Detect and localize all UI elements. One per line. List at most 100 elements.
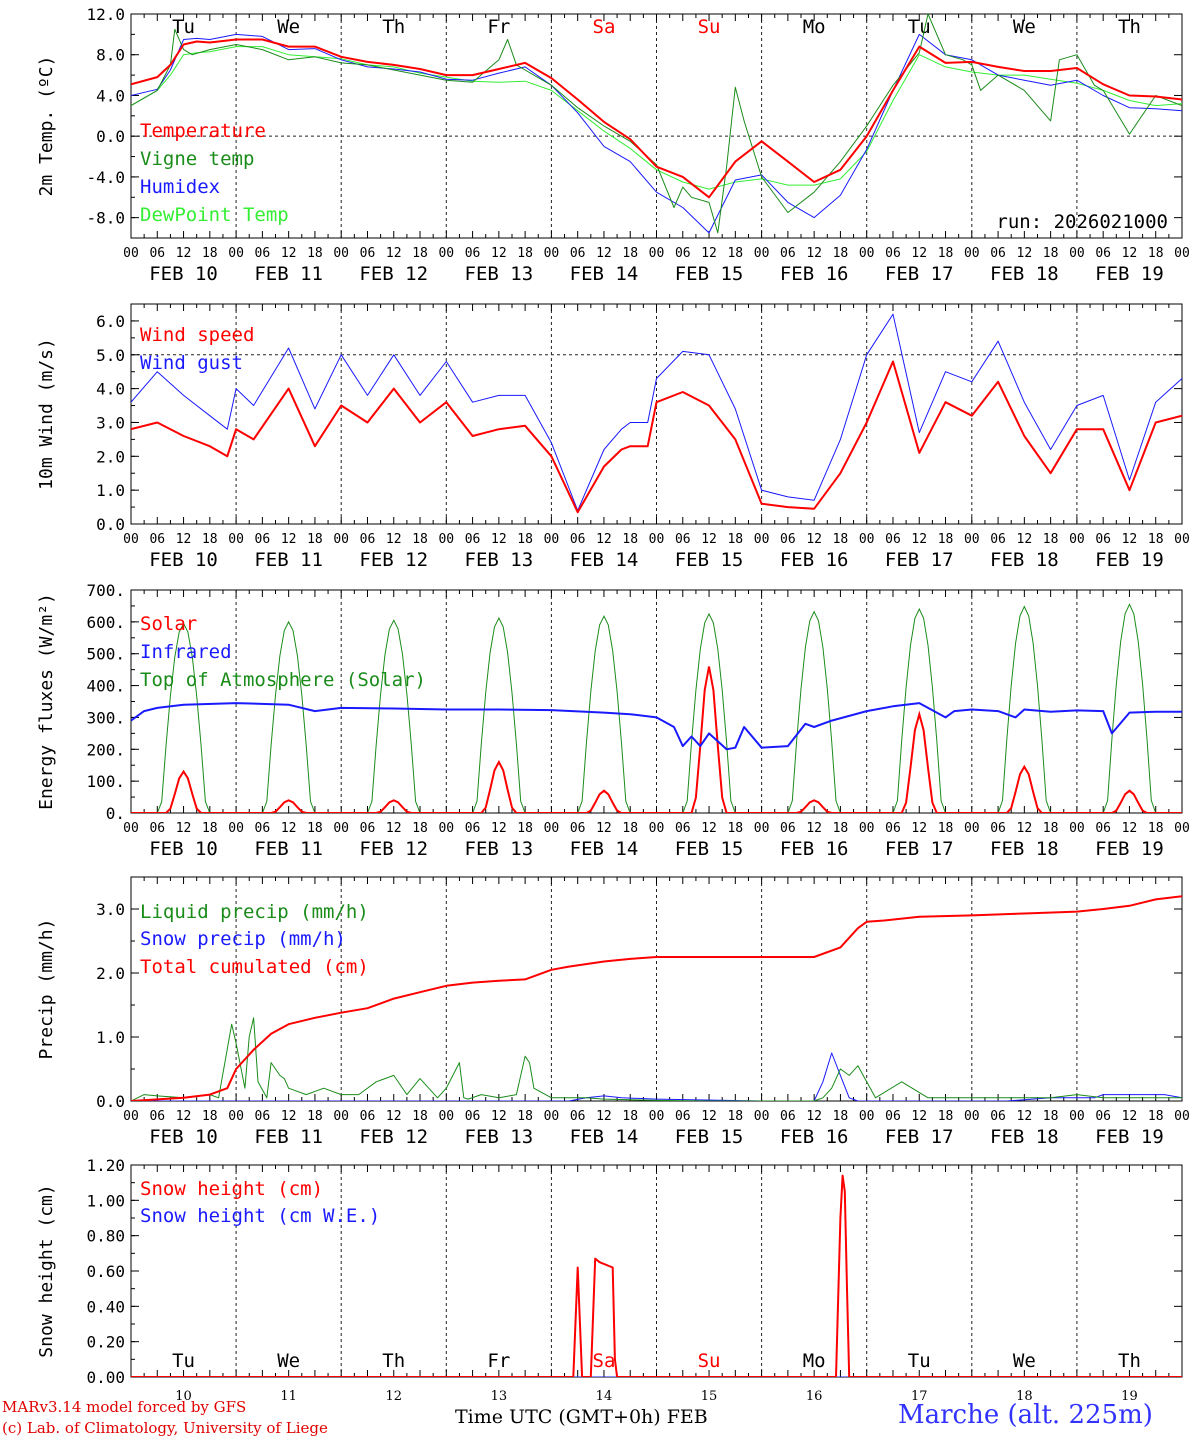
energy-day-label: FEB 19 (1095, 838, 1164, 860)
energy-hour-tick-label: 12 (1122, 821, 1138, 836)
energy-hour-tick-label: 06 (675, 821, 691, 836)
credit-model: MARv3.14 model forced by GFS (2, 1398, 247, 1416)
energy-day-label: FEB 10 (149, 838, 218, 860)
snow-day-number: 16 (806, 1389, 823, 1404)
wind-hour-tick-label: 00 (649, 532, 665, 547)
energy-hour-tick-label: 00 (1174, 821, 1190, 836)
precip-y-axis-title: Precip (mm/h) (36, 919, 57, 1060)
snow-day-number: 17 (911, 1389, 928, 1404)
temp-hour-tick-label: 12 (806, 246, 822, 261)
snow-series-snow-height-cm- (131, 1174, 1182, 1377)
precip-hour-tick-label: 00 (228, 1109, 244, 1124)
snow-legend-entry: Snow height (cm) (140, 1178, 323, 1200)
temp-weekday-label: Tu (908, 16, 931, 38)
wind-hour-tick-label: 00 (544, 532, 560, 547)
precip-hour-tick-label: 00 (1174, 1109, 1190, 1124)
wind-hour-tick-label: 18 (1043, 532, 1059, 547)
precip-hour-tick-label: 18 (412, 1109, 428, 1124)
energy-hour-tick-label: 06 (570, 821, 586, 836)
snow-y-tick-label: 0.60 (86, 1262, 125, 1281)
energy-y-tick-label: 500. (86, 645, 125, 664)
precip-hour-tick-label: 00 (964, 1109, 980, 1124)
precip-hour-tick-label: 18 (938, 1109, 954, 1124)
temp-hour-tick-label: 12 (1017, 246, 1033, 261)
wind-hour-tick-label: 18 (727, 532, 743, 547)
temp-weekday-label: Tu (172, 16, 195, 38)
temp-hour-tick-label: 06 (360, 246, 376, 261)
snow-day-number: 10 (175, 1389, 192, 1404)
precip-hour-tick-label: 12 (176, 1109, 192, 1124)
temp-hour-tick-label: 18 (202, 246, 218, 261)
wind-hour-tick-label: 12 (176, 532, 192, 547)
energy-day-label: FEB 14 (570, 838, 639, 860)
energy-series-infrared (131, 702, 1182, 751)
energy-hour-tick-label: 18 (307, 821, 323, 836)
temp-hour-tick-label: 18 (1148, 246, 1164, 261)
precip-hour-tick-label: 18 (727, 1109, 743, 1124)
wind-hour-tick-label: 06 (990, 532, 1006, 547)
temp-hour-tick-label: 06 (990, 246, 1006, 261)
snow-day-number: 19 (1121, 1389, 1138, 1404)
precip-hour-tick-label: 00 (123, 1109, 139, 1124)
temp-day-label: FEB 18 (990, 263, 1059, 285)
temp-y-tick-label: 0.0 (96, 127, 125, 146)
temp-weekday-label: We (1013, 16, 1036, 38)
credit-lab: (c) Lab. of Climatology, University of L… (2, 1419, 328, 1437)
snow-weekday-label: Mo (803, 1350, 826, 1372)
snow-y-tick-label: 0.00 (86, 1368, 125, 1387)
precip-hour-tick-label: 00 (649, 1109, 665, 1124)
energy-hour-tick-label: 00 (438, 821, 454, 836)
precip-day-label: FEB 17 (885, 1126, 954, 1148)
precip-hour-tick-label: 06 (675, 1109, 691, 1124)
temp-hour-tick-label: 06 (255, 246, 271, 261)
snow-y-tick-label: 1.20 (86, 1156, 125, 1175)
precip-hour-tick-label: 12 (491, 1109, 507, 1124)
energy-day-label: FEB 11 (254, 838, 323, 860)
temp-hour-tick-label: 12 (386, 246, 402, 261)
wind-hour-tick-label: 06 (465, 532, 481, 547)
energy-hour-tick-label: 18 (1043, 821, 1059, 836)
wind-day-label: FEB 19 (1095, 549, 1164, 571)
wind-day-label: FEB 17 (885, 549, 954, 571)
temp-hour-tick-label: 12 (491, 246, 507, 261)
temp-legend-entry: Vigne temp (140, 148, 254, 170)
energy-hour-tick-label: 18 (412, 821, 428, 836)
precip-hour-tick-label: 12 (386, 1109, 402, 1124)
wind-series-wind-speed (131, 360, 1182, 514)
wind-hour-tick-label: 00 (964, 532, 980, 547)
precip-hour-tick-label: 00 (544, 1109, 560, 1124)
temp-hour-tick-label: 18 (938, 246, 954, 261)
temp-hour-tick-label: 06 (885, 246, 901, 261)
snow-legend-entry: Snow height (cm W.E.) (140, 1205, 380, 1227)
wind-day-label: FEB 11 (254, 549, 323, 571)
energy-hour-tick-label: 12 (1017, 821, 1033, 836)
temp-hour-tick-label: 12 (911, 246, 927, 261)
wind-hour-tick-label: 00 (1069, 532, 1085, 547)
snow-weekday-label: Su (698, 1350, 721, 1372)
temp-hour-tick-label: 06 (780, 246, 796, 261)
energy-hour-tick-label: 12 (911, 821, 927, 836)
precip-day-label: FEB 12 (359, 1126, 428, 1148)
temp-hour-tick-label: 18 (622, 246, 638, 261)
snow-y-axis-title: Snow height (cm) (36, 1184, 57, 1357)
energy-hour-tick-label: 00 (333, 821, 349, 836)
energy-hour-tick-label: 12 (596, 821, 612, 836)
temp-hour-tick-label: 12 (1122, 246, 1138, 261)
precip-y-tick-label: 0.0 (96, 1092, 125, 1111)
wind-hour-tick-label: 06 (885, 532, 901, 547)
energy-legend-entry: Solar (140, 613, 197, 635)
precip-hour-tick-label: 00 (754, 1109, 770, 1124)
energy-hour-tick-label: 18 (833, 821, 849, 836)
wind-y-tick-label: 0.0 (96, 515, 125, 534)
wind-hour-tick-label: 18 (622, 532, 638, 547)
energy-hour-tick-label: 00 (123, 821, 139, 836)
energy-frame (130, 589, 1183, 814)
wind-hour-tick-label: 12 (806, 532, 822, 547)
energy-day-label: FEB 12 (359, 838, 428, 860)
temp-hour-tick-label: 00 (649, 246, 665, 261)
energy-y-tick-label: 200. (86, 740, 125, 759)
temp-legend-entry: DewPoint Temp (140, 204, 289, 226)
energy-hour-tick-label: 00 (859, 821, 875, 836)
precip-series-liquid-precip-mm-h- (131, 1017, 1182, 1101)
precip-hour-tick-label: 18 (202, 1109, 218, 1124)
